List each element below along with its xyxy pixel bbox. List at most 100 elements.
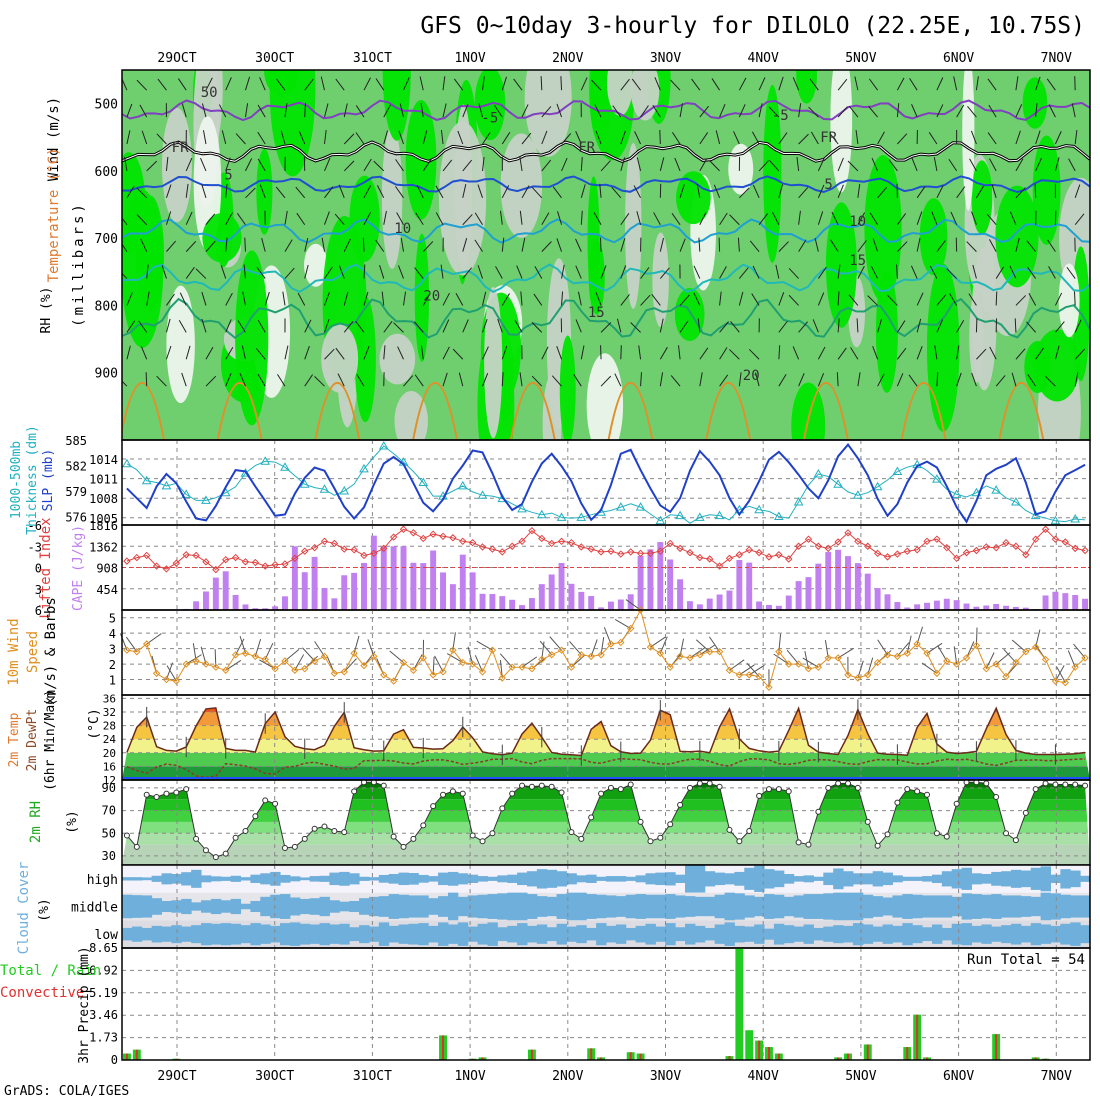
slp-tick-label: 1008 — [89, 492, 118, 506]
wind-barb — [953, 76, 958, 91]
cape-bar — [578, 591, 585, 610]
cloud-cell — [744, 867, 755, 890]
rh-marker — [1082, 782, 1089, 789]
lifted-index-label: Lifted Index — [38, 517, 54, 618]
wind-barb — [200, 157, 207, 172]
wind-tick-label: 1 — [109, 674, 116, 688]
wind-barb — [768, 106, 780, 118]
cloud-cell — [714, 924, 726, 944]
cloud-cell — [349, 873, 360, 885]
wind-barb — [462, 214, 473, 226]
wind-barb — [403, 77, 410, 91]
wind-label-3: (m/s) & Barbs — [43, 597, 59, 707]
li-marker — [864, 542, 872, 550]
wind-barb — [235, 133, 246, 145]
wind-barb — [857, 265, 865, 279]
wind-barb — [462, 319, 469, 333]
cloud-cell — [833, 868, 844, 890]
upper-mb-label: (millibars) — [71, 201, 87, 327]
contour-5 — [122, 175, 1090, 194]
wind-barb — [482, 372, 489, 387]
rh-marker — [420, 822, 427, 829]
contour-25 — [509, 381, 556, 440]
rh-blob — [971, 246, 997, 391]
cloud-cell — [250, 900, 261, 913]
wind-barb — [302, 647, 315, 662]
wind-barb — [244, 76, 251, 91]
rh-marker — [489, 830, 496, 837]
rh-marker — [509, 790, 516, 797]
cloud-cell — [309, 876, 321, 882]
li-marker — [686, 548, 694, 557]
cloud-cell — [339, 871, 350, 886]
cloud-cell — [586, 927, 597, 941]
cloud-cell — [823, 872, 834, 886]
li-marker — [765, 553, 773, 561]
wind-barb — [810, 131, 819, 145]
wind-barb — [259, 184, 266, 198]
cloud-cell — [724, 922, 735, 946]
rh-marker — [746, 828, 753, 834]
wind-tick-label: 2 — [109, 658, 116, 672]
wind-barb — [1074, 213, 1085, 226]
wind-barb — [497, 318, 503, 333]
cloud-cell — [922, 927, 933, 942]
wind-barb — [1074, 130, 1078, 145]
wind-barb — [778, 292, 785, 306]
li-marker — [824, 544, 832, 553]
li-marker — [370, 549, 378, 558]
wind-barb — [494, 105, 503, 118]
thickness-tick-label: 582 — [65, 460, 87, 474]
wind-barb — [205, 77, 213, 91]
wind-barb — [773, 653, 790, 665]
wind-barb — [549, 636, 562, 651]
wind-barb — [165, 662, 174, 680]
wind-barb — [916, 346, 923, 360]
li-marker — [1031, 535, 1040, 543]
rh-marker — [1032, 786, 1039, 793]
wind-barb — [1074, 372, 1079, 387]
wind-barb — [837, 78, 848, 91]
rh-marker — [440, 791, 447, 798]
wind-barb — [908, 374, 918, 387]
wind-barb — [1015, 158, 1024, 172]
wind-marker — [1051, 677, 1060, 685]
wind-barb — [275, 186, 286, 199]
cloud-cell — [606, 925, 617, 943]
contour-label: FR — [578, 140, 595, 156]
rh-marker — [933, 830, 940, 837]
wind-barb — [877, 318, 883, 333]
wind-barb — [654, 77, 661, 91]
rh-marker — [835, 780, 842, 787]
li-marker — [409, 529, 418, 537]
pressure-tick-label: 800 — [95, 299, 118, 314]
rh-marker — [311, 825, 318, 832]
pressure-tick-label: 500 — [95, 98, 118, 113]
contour-25 — [314, 381, 361, 440]
wind-barb — [689, 647, 706, 659]
cloud-cell — [803, 894, 814, 919]
cloud-cell — [852, 873, 864, 885]
wind-barb — [146, 264, 149, 279]
cape-bar — [459, 554, 466, 610]
wind-barb — [221, 130, 227, 145]
wind-barb — [482, 346, 489, 360]
cloud-cell — [1030, 867, 1042, 890]
wind-barb — [363, 346, 370, 360]
wind-barb — [956, 345, 960, 360]
wind-marker — [686, 654, 694, 662]
cloud-cell — [566, 873, 577, 885]
wind-barb — [225, 659, 242, 671]
cape-bar — [993, 604, 1000, 610]
wind-marker — [933, 669, 941, 678]
wind-barb — [854, 76, 859, 91]
cloud-cell — [378, 874, 390, 883]
cloud-cell — [655, 872, 666, 886]
wind-barb — [362, 237, 365, 252]
wind-barb — [857, 240, 867, 252]
cloud-cell — [408, 895, 419, 918]
cape-bar — [617, 599, 624, 610]
wind-barb — [304, 78, 314, 91]
wind-barb — [786, 649, 799, 665]
cape-bar — [983, 605, 990, 610]
